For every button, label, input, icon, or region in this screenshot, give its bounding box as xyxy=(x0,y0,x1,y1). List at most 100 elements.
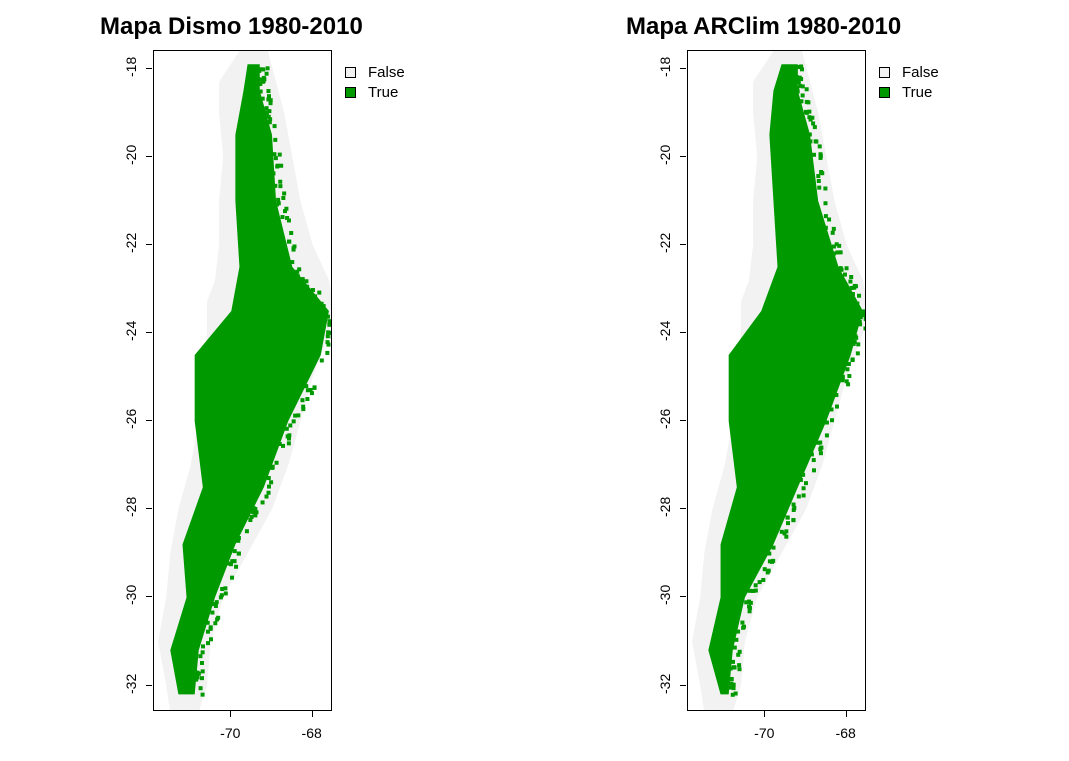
raster-cell xyxy=(808,117,813,122)
y-tick-mark xyxy=(680,596,686,598)
raster-cell xyxy=(842,272,847,277)
raster-cell xyxy=(210,610,215,615)
raster-cell xyxy=(831,226,836,231)
raster-cell xyxy=(791,502,796,507)
raster-cell xyxy=(851,341,856,346)
raster-cell xyxy=(266,484,271,489)
raster-cell xyxy=(249,515,254,520)
raster-cell xyxy=(329,330,331,335)
raster-cell xyxy=(856,342,861,347)
raster-cell xyxy=(791,518,796,523)
raster-cell xyxy=(737,663,742,668)
raster-cell xyxy=(270,465,275,470)
y-tick-mark xyxy=(680,420,686,422)
raster-cell xyxy=(837,243,842,248)
raster-cell xyxy=(281,195,286,200)
y-tick-label: -18 xyxy=(657,56,673,77)
raster-cell xyxy=(201,644,206,649)
y-tick-label: -30 xyxy=(123,585,139,606)
raster-cell xyxy=(784,529,789,534)
raster-cell xyxy=(850,291,855,296)
raster-cell xyxy=(799,67,804,72)
raster-cell xyxy=(232,559,237,564)
raster-cell xyxy=(205,620,210,625)
raster-cell xyxy=(330,334,331,339)
raster-cell xyxy=(305,397,310,402)
raster-cell xyxy=(736,629,741,634)
raster-cell xyxy=(751,588,756,593)
raster-cell xyxy=(832,251,837,256)
raster-cell xyxy=(792,505,797,510)
raster-cell xyxy=(268,101,273,106)
raster-cell xyxy=(261,79,266,84)
raster-cell xyxy=(267,94,272,99)
y-tick-mark xyxy=(680,684,686,686)
raster-cell xyxy=(849,274,854,279)
raster-cell xyxy=(824,420,829,425)
y-tick-mark xyxy=(146,596,152,598)
raster-cell xyxy=(804,87,809,92)
raster-cell xyxy=(845,367,850,372)
raster-cell xyxy=(277,441,282,446)
raster-map xyxy=(158,51,331,710)
raster-cell xyxy=(248,518,253,523)
raster-cell xyxy=(293,413,298,418)
raster-cell xyxy=(250,509,255,514)
raster-cell xyxy=(208,625,213,630)
raster-cell xyxy=(290,260,295,265)
x-tick-label: -70 xyxy=(220,725,241,741)
raster-cell xyxy=(753,583,758,588)
raster-cell xyxy=(277,152,282,157)
raster-cell xyxy=(287,239,292,244)
raster-cell xyxy=(325,314,330,319)
raster-cell xyxy=(257,68,262,73)
raster-cell xyxy=(803,481,808,486)
raster-cell xyxy=(230,575,235,580)
raster-cell xyxy=(263,110,268,115)
y-tick-label: -30 xyxy=(657,585,673,606)
raster-cell xyxy=(288,423,293,428)
y-tick-label: -18 xyxy=(123,56,139,77)
raster-cell xyxy=(747,609,752,614)
raster-cell xyxy=(794,75,799,80)
raster-cell xyxy=(748,600,753,605)
raster-cell xyxy=(213,621,218,626)
raster-cell xyxy=(857,319,862,324)
legend-label: True xyxy=(902,83,933,101)
raster-cell xyxy=(287,433,292,438)
raster-cell xyxy=(795,86,800,91)
raster-cell xyxy=(762,567,767,572)
raster-cell xyxy=(767,551,772,556)
map-plot-area xyxy=(687,50,866,711)
raster-cell xyxy=(268,98,273,103)
y-tick-label: -20 xyxy=(657,144,673,165)
y-tick-label: -28 xyxy=(657,497,673,518)
raster-cell xyxy=(284,206,289,211)
y-tick-mark xyxy=(146,420,152,422)
raster-cell xyxy=(747,588,752,593)
raster-cell xyxy=(258,81,263,86)
true-region xyxy=(170,64,329,695)
raster-cell xyxy=(807,132,812,137)
y-tick-label: -26 xyxy=(123,408,139,430)
raster-cell xyxy=(308,387,313,392)
raster-cell xyxy=(291,247,296,252)
y-tick-mark xyxy=(680,332,686,334)
y-tick-label: -20 xyxy=(123,144,139,165)
raster-cell xyxy=(744,600,749,605)
raster-cell xyxy=(796,65,801,70)
legend-swatch-false xyxy=(345,66,356,78)
raster-cell xyxy=(286,218,291,223)
raster-cell xyxy=(310,287,315,292)
raster-cell xyxy=(253,513,258,518)
y-tick-label: -22 xyxy=(657,232,673,253)
y-tick-label: -24 xyxy=(123,320,139,342)
raster-cell xyxy=(266,89,271,94)
x-tick-label: -68 xyxy=(301,725,322,741)
raster-cell xyxy=(289,230,294,235)
raster-cell xyxy=(795,89,800,94)
raster-cell xyxy=(855,351,860,356)
raster-cell xyxy=(785,515,790,520)
raster-cell xyxy=(281,443,286,448)
raster-cell xyxy=(816,440,821,445)
